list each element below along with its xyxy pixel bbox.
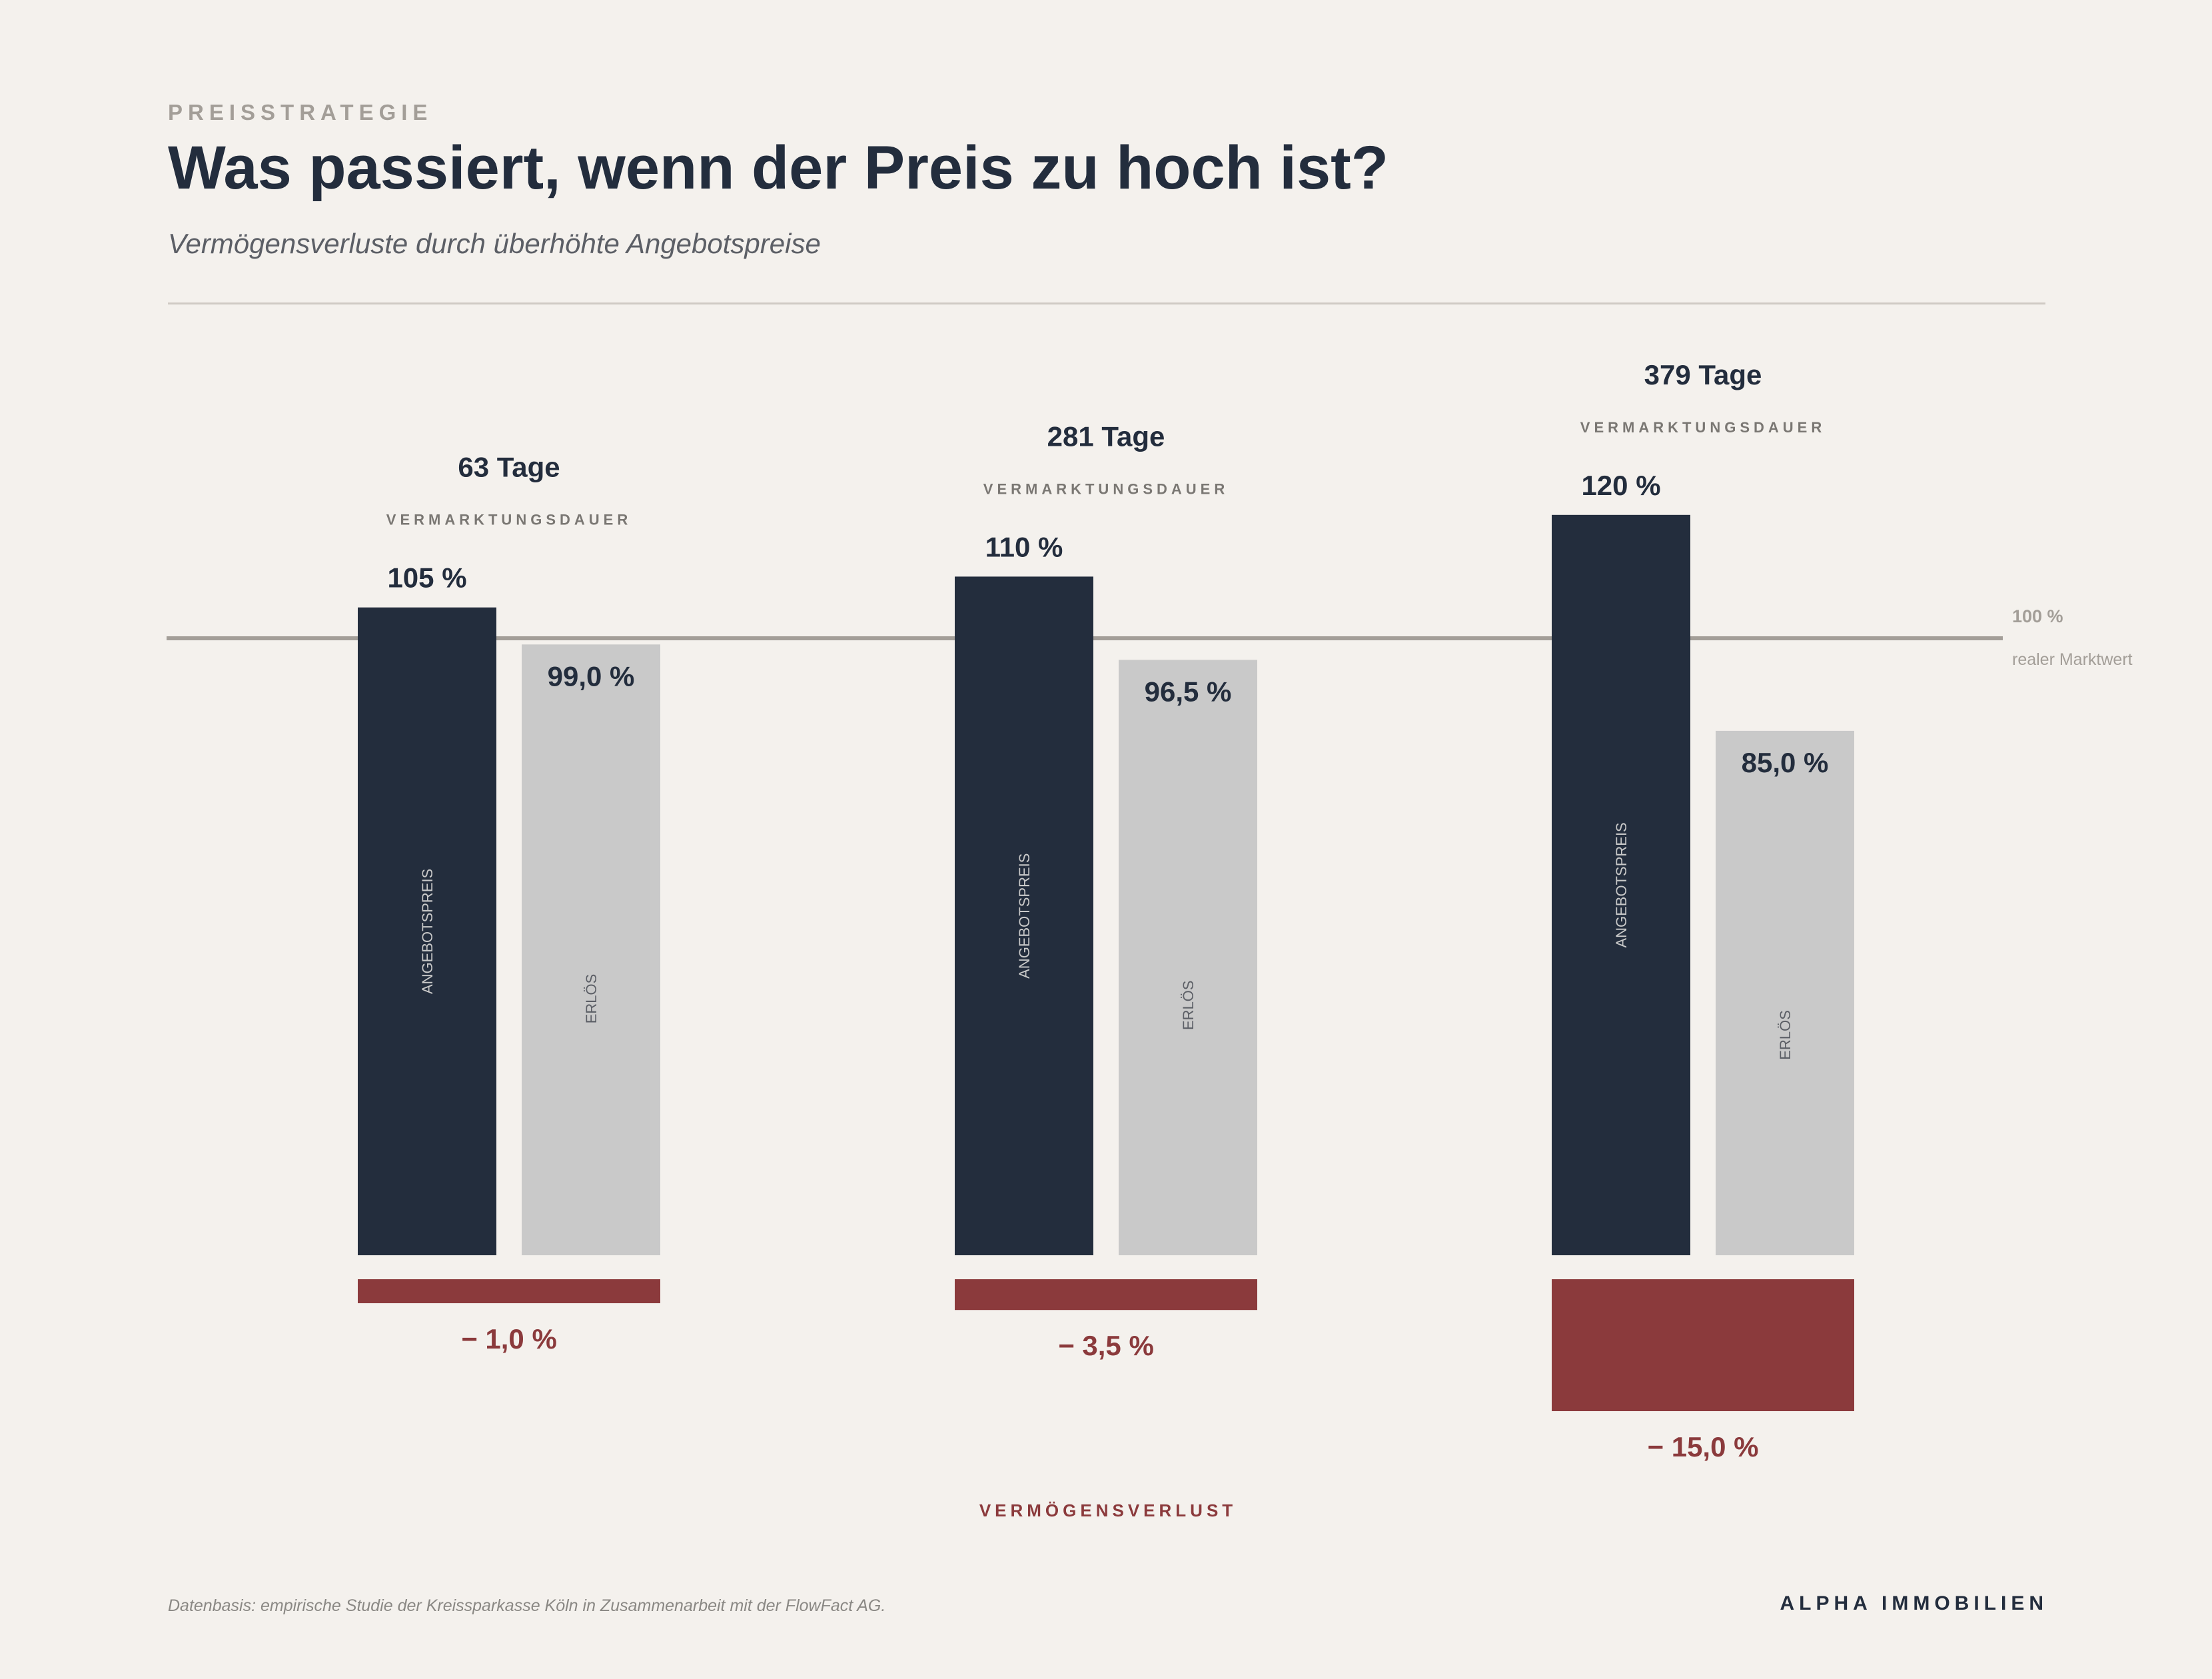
revenue-value-label: 99,0 %: [548, 660, 635, 692]
loss-value-label: − 15,0 %: [1648, 1431, 1759, 1462]
revenue-value-label: 85,0 %: [1742, 747, 1829, 778]
offer-price-bar: [358, 607, 496, 1255]
duration-caption: VERMARKTUNGSDAUER: [386, 512, 632, 528]
revenue-bar-series-label: ERLÖS: [1180, 980, 1197, 1030]
loss-bar: [358, 1279, 660, 1303]
revenue-value-label: 96,5 %: [1145, 676, 1232, 707]
offer-price-bar: [955, 576, 1093, 1255]
revenue-bar: [1716, 730, 1854, 1255]
loss-bar: [1552, 1279, 1854, 1411]
brand-logo: ALPHA IMMOBILIEN: [1780, 1592, 2048, 1614]
revenue-bar: [522, 644, 660, 1255]
duration-value-label: 281 Tage: [1047, 420, 1165, 452]
revenue-bar: [1119, 660, 1257, 1255]
reference-value-label: 100 %: [2012, 606, 2063, 626]
reference-caption: realer Marktwert: [2012, 650, 2133, 669]
offer-bar-series-label: ANGEBOTSPREIS: [419, 869, 436, 994]
revenue-bar-series-label: ERLÖS: [583, 974, 600, 1024]
offer-price-bar: [1552, 514, 1690, 1255]
offer-value-label: 120 %: [1581, 470, 1660, 501]
offer-bar-series-label: ANGEBOTSPREIS: [1016, 853, 1033, 979]
loss-value-label: − 3,5 %: [1058, 1330, 1154, 1361]
page-title: Was passiert, wenn der Preis zu hoch ist…: [168, 134, 1388, 202]
loss-value-label: − 1,0 %: [461, 1323, 557, 1355]
duration-caption: VERMARKTUNGSDAUER: [983, 480, 1229, 497]
revenue-bar-series-label: ERLÖS: [1777, 1010, 1794, 1060]
duration-value-label: 379 Tage: [1644, 359, 1762, 390]
loss-bar: [955, 1279, 1257, 1311]
offer-value-label: 110 %: [985, 531, 1063, 562]
offer-bar-series-label: ANGEBOTSPREIS: [1613, 822, 1630, 947]
eyebrow-label: PREISSTRATEGIE: [168, 100, 433, 125]
page-subtitle: Vermögensverluste durch überhöhte Angebo…: [168, 228, 821, 259]
source-footnote: Datenbasis: empirische Studie der Kreiss…: [168, 1596, 886, 1615]
loss-caption: VERMÖGENSVERLUST: [979, 1500, 1237, 1520]
offer-value-label: 105 %: [387, 562, 466, 594]
header-divider: [168, 302, 2045, 304]
duration-value-label: 63 Tage: [458, 452, 560, 483]
duration-caption: VERMARKTUNGSDAUER: [1580, 419, 1826, 436]
